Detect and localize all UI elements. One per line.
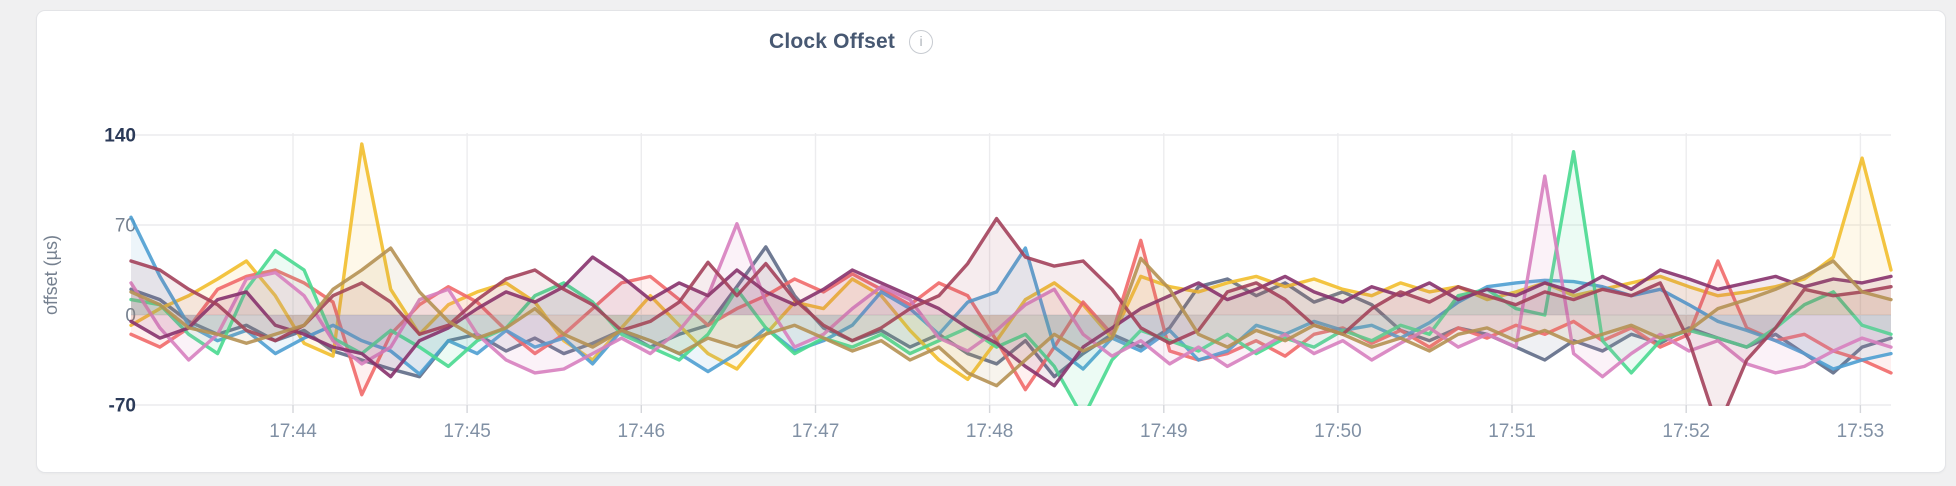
x-tick-label: 17:48 <box>966 421 1014 442</box>
y-tick-label: 0 <box>125 306 136 327</box>
chart-header: Clock Offset i <box>36 30 1666 54</box>
series-line <box>129 255 1893 388</box>
x-tick-label: 17:52 <box>1662 421 1710 442</box>
y-tick-label: -70 <box>109 396 136 417</box>
series-area <box>131 248 1891 386</box>
series-area <box>131 257 1891 386</box>
series-area <box>131 176 1891 377</box>
info-icon[interactable]: i <box>909 30 934 54</box>
y-tick-label: 140 <box>104 126 136 147</box>
x-tick-label: 17:50 <box>1314 421 1362 442</box>
clock-offset-card <box>36 10 1946 473</box>
x-tick-label: 17:44 <box>269 421 317 442</box>
y-tick-label: 70 <box>115 216 136 237</box>
x-tick-label: 17:46 <box>618 421 666 442</box>
x-tick-label: 17:53 <box>1837 421 1885 442</box>
x-tick-label: 17:47 <box>792 421 840 442</box>
series-line <box>129 246 1893 388</box>
series-area <box>131 217 1891 375</box>
series-area <box>131 218 1891 406</box>
series-area <box>131 144 1891 380</box>
chart-title: Clock Offset <box>768 30 896 53</box>
x-tick-label: 17:49 <box>1140 421 1188 442</box>
series-group <box>129 142 1893 406</box>
grid: 140 70 0 -70 17:44 17:45 17:46 17:47 17:48 17:49 1… <box>104 126 1891 442</box>
series-line <box>129 216 1893 406</box>
series-line <box>129 215 1893 376</box>
x-tick-label: 17:51 <box>1488 421 1536 442</box>
series-line <box>129 150 1893 406</box>
y-axis-title: offset (µs) <box>41 235 61 315</box>
x-tick-label: 17:45 <box>443 421 491 442</box>
